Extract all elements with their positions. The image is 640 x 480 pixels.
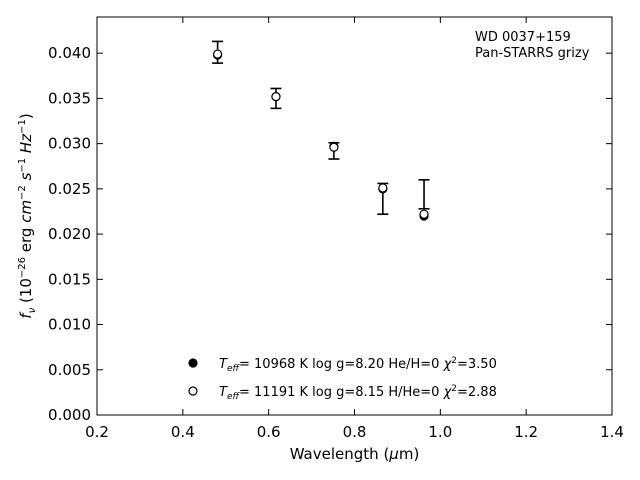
legend-label: Teff= 10968 K log g=8.20 He/H=0 χ2=3.50 — [219, 356, 497, 374]
axis-ticks: 0.2 0.4 0.6 0.8 1.0 1.2 1.4 0.000 0.005 0.010 0.01… — [48, 17, 624, 441]
plot-area — [96, 16, 613, 416]
x-tick-label: 0.2 — [85, 423, 109, 441]
x-tick-label: 0.8 — [343, 423, 367, 441]
model-point-open — [212, 49, 223, 59]
model-point-open — [271, 91, 281, 102]
annotation-line: Pan-STARRS grizy — [475, 46, 590, 61]
y-tick-label: 0.035 — [48, 89, 91, 107]
y-tick-label: 0.040 — [48, 44, 91, 62]
y-tick-label: 0.010 — [48, 316, 91, 334]
y-tick-label: 0.015 — [48, 270, 91, 288]
annotation-line: WD 0037+159 — [475, 30, 571, 45]
y-tick-label: 0.020 — [48, 225, 91, 243]
x-tick-label: 1.4 — [600, 423, 624, 441]
y-tick-label: 0.000 — [48, 406, 91, 424]
plot-frame — [96, 16, 613, 416]
x-tick-label: 1.0 — [428, 423, 452, 441]
model-point-open — [419, 209, 429, 219]
x-tick-label: 0.6 — [257, 423, 281, 441]
legend-label: Teff= 11191 K log g=8.15 H/He=0 χ2=2.88 — [219, 384, 497, 402]
x-axis-title: Wavelength (μm) — [290, 445, 420, 463]
y-tick-label: 0.025 — [48, 180, 91, 198]
legend-marker — [188, 358, 198, 368]
legend-marker — [188, 386, 198, 396]
x-tick-label: 0.4 — [171, 423, 195, 441]
axis-titles: Wavelength (μm) fν (10−26 erg cm−2 s−1 Hz… — [17, 113, 419, 463]
x-tick-label: 1.2 — [514, 423, 538, 441]
y-tick-label: 0.005 — [48, 361, 91, 379]
y-axis-title: fν (10−26 erg cm−2 s−1 Hz−1) — [17, 113, 38, 318]
legend: Teff= 10968 K log g=8.20 He/H=0 χ2=3.50 T… — [188, 356, 497, 402]
y-tick-label: 0.030 — [48, 135, 91, 153]
model-point-open — [378, 183, 388, 193]
model-point-open — [329, 142, 339, 152]
data-marks — [212, 40, 430, 221]
